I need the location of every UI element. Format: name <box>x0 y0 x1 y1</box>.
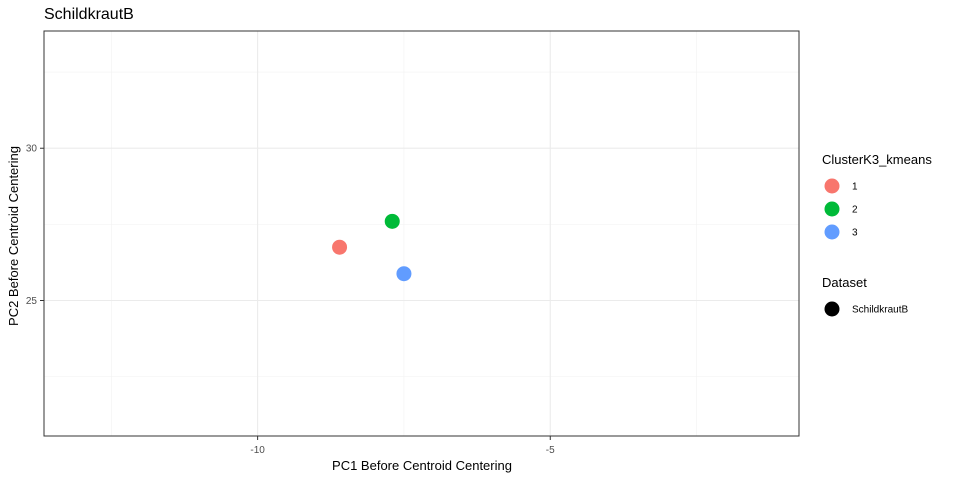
data-points <box>332 213 412 282</box>
data-point-cluster-1 <box>332 239 348 255</box>
x-tick-label-0: -10 <box>250 445 265 456</box>
x-axis: -10 -5 <box>250 436 555 456</box>
legend-title-1: Dataset <box>822 275 867 290</box>
y-tick-label-0: 25 <box>26 296 38 307</box>
y-axis: 25 30 <box>26 144 44 307</box>
legend-label-1-0: SchildkrautB <box>852 305 908 316</box>
legend-key-1-0 <box>824 301 840 317</box>
grid-major <box>44 31 799 436</box>
x-axis-title: PC1 Before Centroid Centering <box>332 458 512 473</box>
data-point-cluster-2 <box>384 213 400 229</box>
legend-key-0-2 <box>824 224 840 240</box>
legend-group-1: Dataset SchildkrautB <box>822 275 908 317</box>
chart-title: SchildkrautB <box>44 6 134 23</box>
y-axis-title: PC2 Before Centroid Centering <box>6 146 21 326</box>
legend-group-0: ClusterK3_kmeans 1 2 3 <box>822 152 932 240</box>
legend-key-0-1 <box>824 201 840 217</box>
legend-label-0-2: 3 <box>852 228 858 239</box>
y-tick-label-1: 30 <box>26 144 38 155</box>
grid-minor <box>44 31 799 436</box>
legend: ClusterK3_kmeans 1 2 3 Dataset SchildkrautB <box>822 152 932 317</box>
x-tick-label-1: -5 <box>546 445 555 456</box>
legend-title-0: ClusterK3_kmeans <box>822 152 932 167</box>
plot-border <box>43 30 800 437</box>
plot-background <box>44 31 799 436</box>
plot-panel <box>43 30 800 437</box>
legend-key-0-0 <box>824 178 840 194</box>
legend-label-0-0: 1 <box>852 182 858 193</box>
legend-label-0-1: 2 <box>852 205 858 216</box>
data-point-cluster-3 <box>396 266 412 282</box>
